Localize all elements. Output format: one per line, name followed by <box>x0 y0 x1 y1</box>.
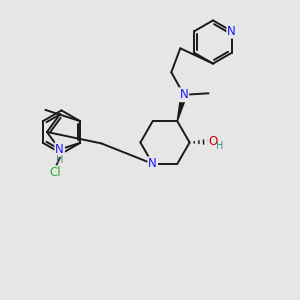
Text: H: H <box>56 155 63 165</box>
Text: N: N <box>179 88 188 101</box>
Text: N: N <box>148 157 157 170</box>
Text: O: O <box>208 135 217 148</box>
Polygon shape <box>177 94 187 121</box>
Text: Cl: Cl <box>50 166 61 179</box>
Text: H: H <box>216 140 223 151</box>
Text: N: N <box>55 143 64 156</box>
Text: N: N <box>227 25 236 38</box>
